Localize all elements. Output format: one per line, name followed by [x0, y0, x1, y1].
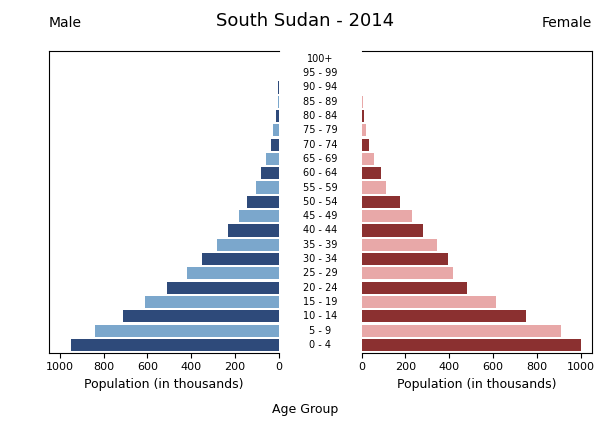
Text: Female: Female: [542, 16, 592, 30]
Bar: [362, 239, 437, 251]
Text: 100+: 100+: [307, 54, 334, 64]
Text: 50 - 54: 50 - 54: [303, 197, 337, 207]
Bar: [362, 267, 453, 280]
Bar: [362, 96, 363, 108]
Text: 65 - 69: 65 - 69: [303, 154, 337, 164]
Bar: [362, 167, 381, 179]
Bar: [362, 181, 386, 194]
Bar: [167, 282, 279, 294]
Text: Male: Male: [49, 16, 82, 30]
Text: 30 - 34: 30 - 34: [303, 254, 337, 264]
Bar: [362, 296, 497, 308]
Bar: [202, 253, 279, 265]
Bar: [71, 339, 279, 351]
Bar: [239, 210, 279, 222]
Bar: [273, 124, 279, 136]
Bar: [362, 224, 423, 237]
Bar: [362, 325, 561, 337]
Text: South Sudan - 2014: South Sudan - 2014: [216, 12, 394, 30]
Bar: [362, 253, 448, 265]
Text: 5 - 9: 5 - 9: [309, 326, 331, 336]
Bar: [362, 196, 400, 208]
Bar: [229, 224, 279, 237]
Text: 80 - 84: 80 - 84: [303, 111, 337, 121]
Bar: [362, 139, 369, 151]
Text: 70 - 74: 70 - 74: [303, 140, 337, 150]
Bar: [362, 339, 581, 351]
Text: 90 - 94: 90 - 94: [303, 82, 337, 93]
Bar: [187, 267, 279, 280]
Bar: [276, 110, 279, 122]
Bar: [362, 310, 526, 322]
Bar: [218, 239, 279, 251]
Text: 95 - 99: 95 - 99: [303, 68, 337, 78]
Text: 75 - 79: 75 - 79: [303, 125, 337, 136]
Bar: [362, 124, 367, 136]
Bar: [261, 167, 279, 179]
Text: Age Group: Age Group: [272, 403, 338, 416]
Text: 85 - 89: 85 - 89: [303, 97, 337, 107]
X-axis label: Population (in thousands): Population (in thousands): [397, 378, 556, 391]
Bar: [256, 181, 279, 194]
Bar: [95, 325, 279, 337]
Text: 35 - 39: 35 - 39: [303, 240, 337, 250]
Bar: [266, 153, 279, 165]
Bar: [362, 210, 412, 222]
Bar: [362, 282, 467, 294]
Text: 10 - 14: 10 - 14: [303, 311, 337, 321]
Bar: [247, 196, 279, 208]
Bar: [270, 139, 279, 151]
Text: 40 - 44: 40 - 44: [303, 226, 337, 235]
Text: 0 - 4: 0 - 4: [309, 340, 331, 350]
Bar: [278, 96, 279, 108]
Bar: [362, 110, 364, 122]
Text: 20 - 24: 20 - 24: [303, 283, 337, 293]
Text: 15 - 19: 15 - 19: [303, 297, 337, 307]
Text: 55 - 59: 55 - 59: [303, 183, 337, 193]
Bar: [145, 296, 279, 308]
Text: 45 - 49: 45 - 49: [303, 211, 337, 221]
Bar: [123, 310, 279, 322]
Text: 25 - 29: 25 - 29: [303, 268, 337, 278]
X-axis label: Population (in thousands): Population (in thousands): [84, 378, 243, 391]
Text: 60 - 64: 60 - 64: [303, 168, 337, 178]
Bar: [362, 153, 374, 165]
